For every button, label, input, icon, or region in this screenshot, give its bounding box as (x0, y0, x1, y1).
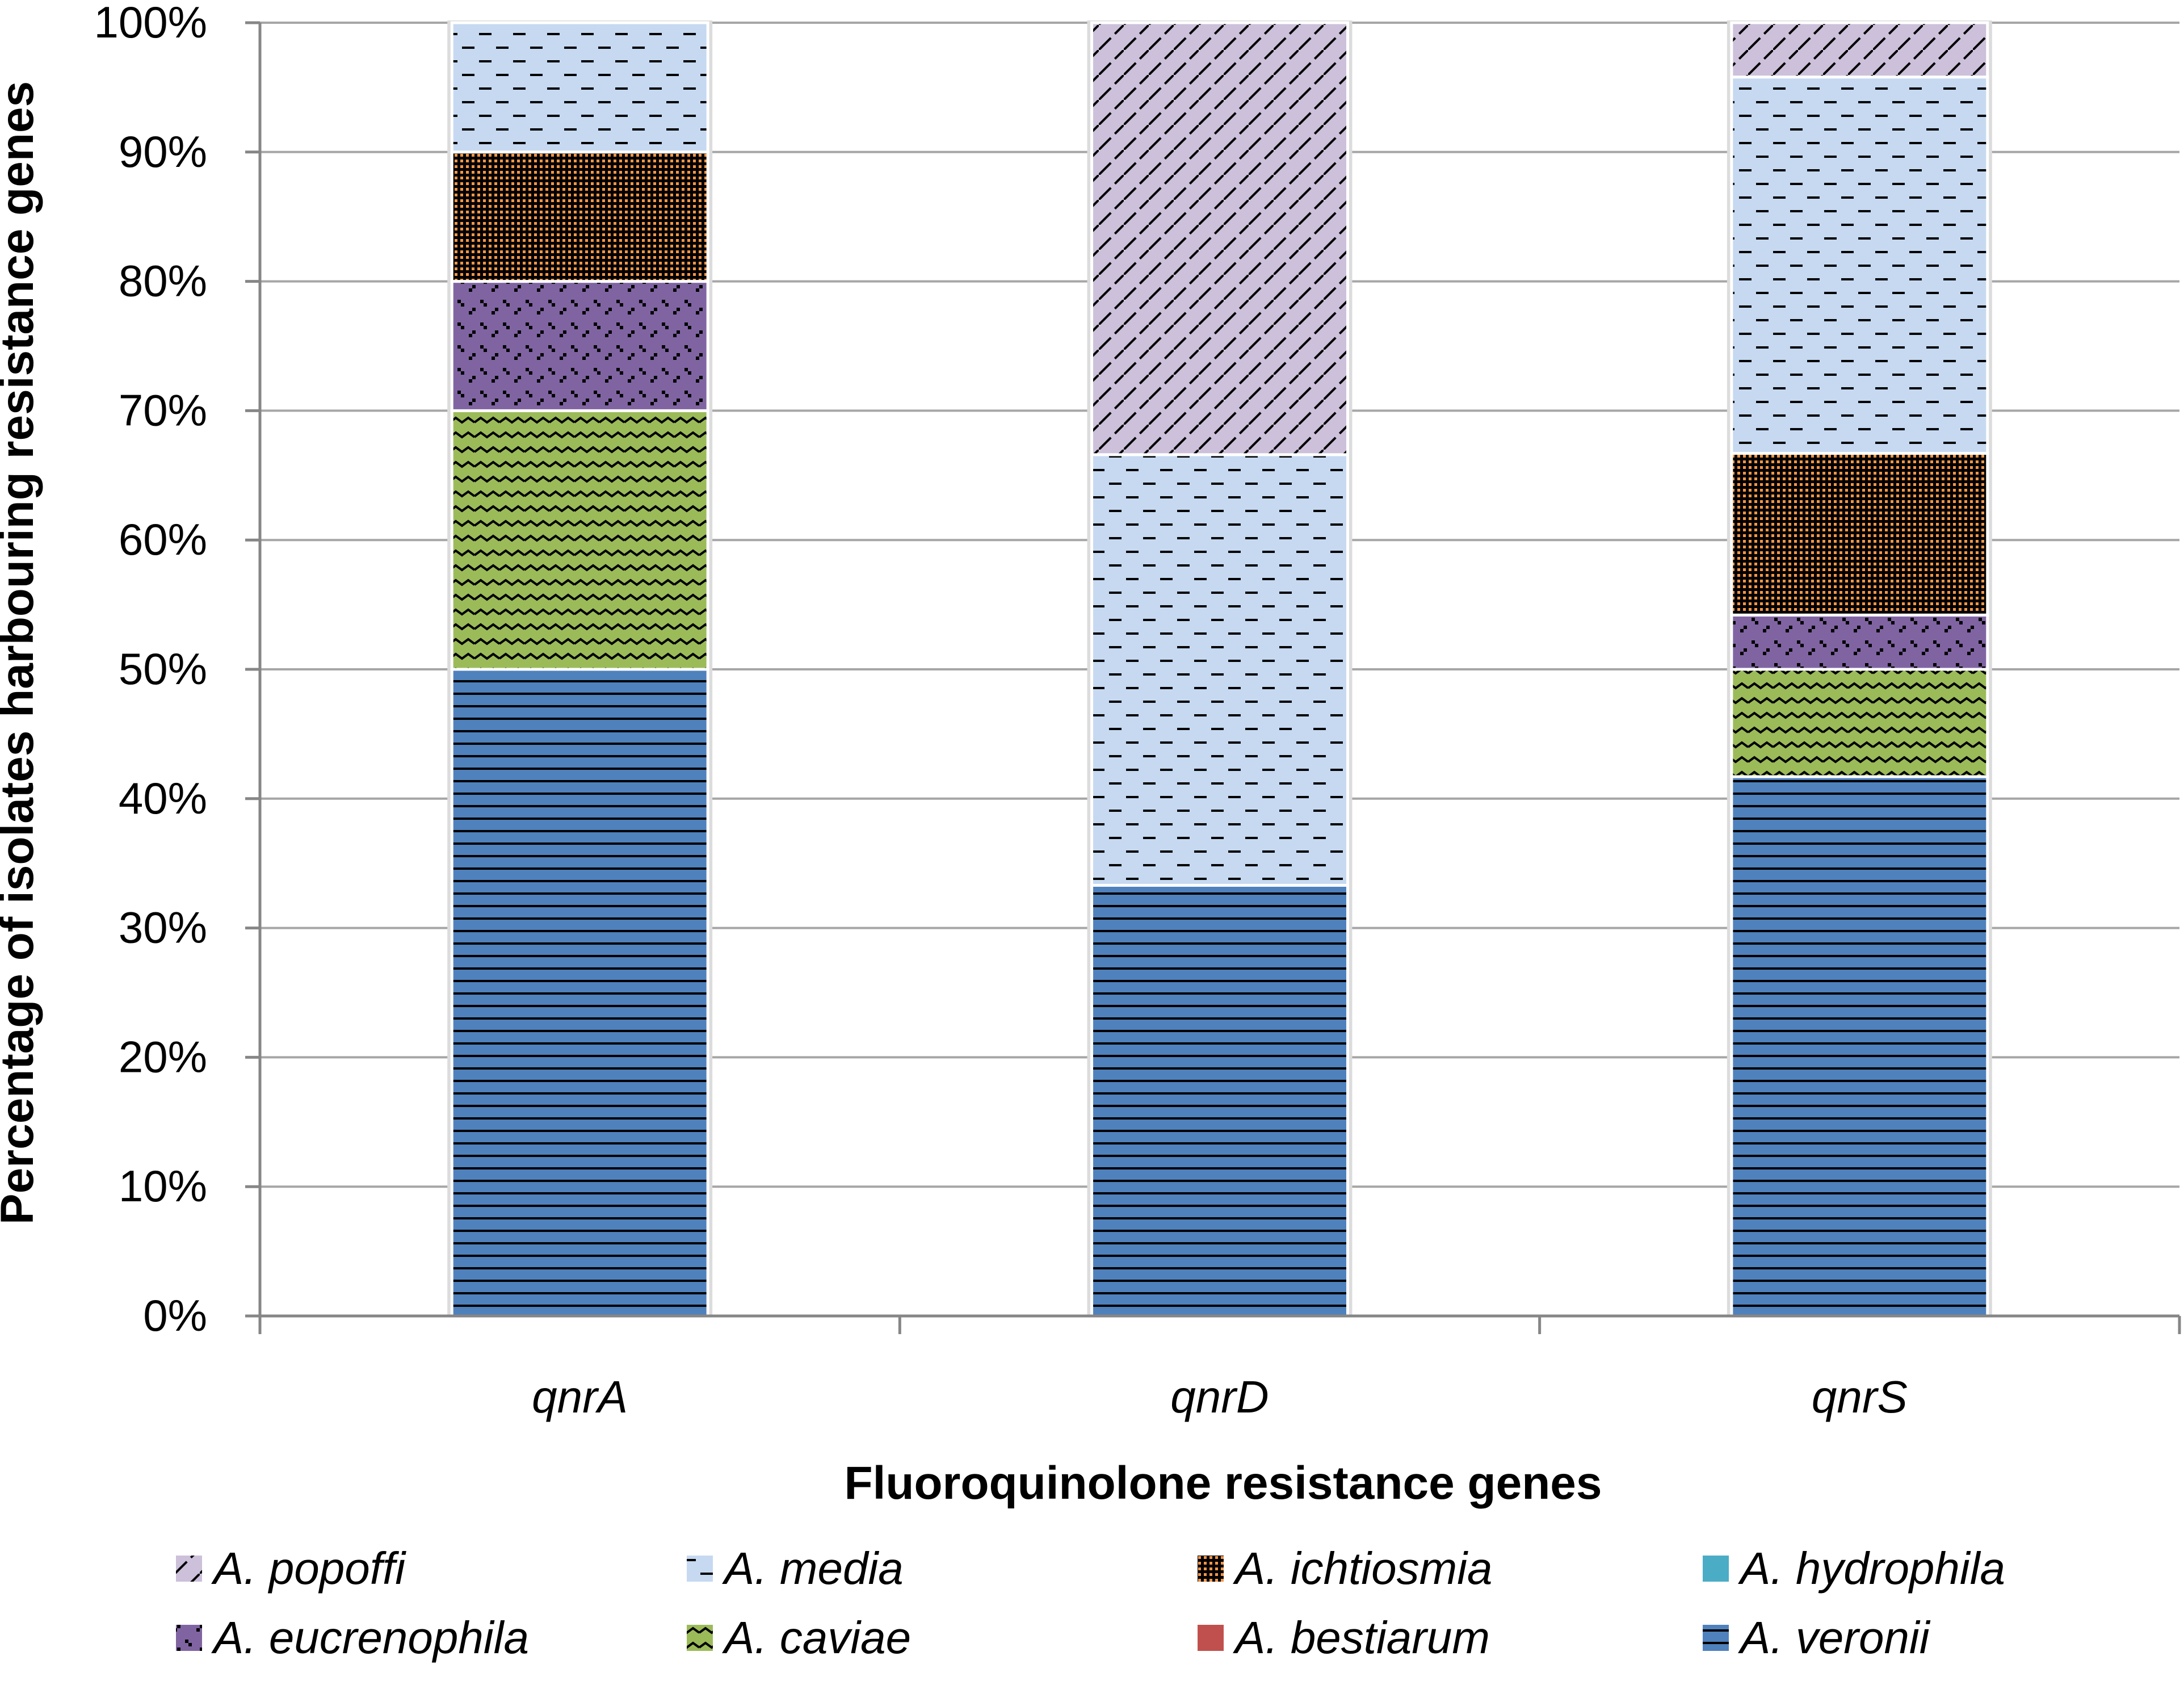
bar-segment (450, 150, 709, 283)
y-tick-label: 0% (143, 1290, 207, 1340)
y-tick-label: 40% (119, 773, 207, 823)
legend-swatch (1198, 1625, 1224, 1651)
bar-segment (1730, 668, 1989, 778)
x-tick-label: qnrS (1812, 1372, 1908, 1422)
legend-swatch (176, 1625, 202, 1651)
legend-swatch (687, 1625, 713, 1651)
legend-label: A. bestiarum (1233, 1612, 1490, 1663)
y-tick-label: 10% (119, 1161, 207, 1211)
bar-segment (1090, 21, 1349, 456)
bar-segment (450, 280, 709, 412)
legend-label: A. veronii (1738, 1612, 1931, 1663)
y-tick-label: 20% (119, 1032, 207, 1081)
legend-swatch (687, 1556, 713, 1582)
legend-label: A. popoffi (211, 1543, 406, 1594)
legend: A. popoffi A. media A. ichtiosmia A. hydrop… (176, 1543, 2005, 1663)
bars (447, 20, 1992, 1318)
y-axis-label: Percentage of isolates harbouring resist… (0, 81, 43, 1225)
y-tick-label: 60% (119, 514, 207, 564)
legend-swatch (1703, 1556, 1729, 1582)
bar-segment (1090, 453, 1349, 887)
x-tick-label: qnrD (1170, 1372, 1269, 1422)
legend-swatch (1703, 1625, 1729, 1651)
bar-segment (1730, 21, 1989, 79)
bar-segment (1730, 613, 1989, 671)
bar-segment (450, 409, 709, 671)
axes (245, 21, 2181, 1334)
bar-segment (1090, 883, 1349, 1318)
y-tick-label: 30% (119, 903, 207, 953)
legend-label: A. media (722, 1543, 904, 1594)
legend-swatch (176, 1556, 202, 1582)
tick-labels: 0% 10% 20% 30% 40% 50% 60% 70% 80% 90% 100% qnrA qnr… (94, 0, 1908, 1422)
bar-segment (1730, 76, 1989, 455)
legend-label: A. ichtiosmia (1233, 1543, 1492, 1594)
y-tick-label: 100% (94, 0, 208, 47)
legend-label: A. caviae (722, 1612, 911, 1663)
bar-segment (450, 21, 709, 154)
x-tick-label: qnrA (532, 1372, 628, 1422)
y-tick-label: 80% (119, 256, 207, 306)
y-tick-label: 50% (119, 644, 207, 694)
bar-segment (1730, 452, 1989, 617)
x-axis-label: Fluoroquinolone resistance genes (844, 1457, 1602, 1509)
y-tick-label: 90% (119, 127, 207, 177)
bar-segment (450, 668, 709, 1318)
bar-segment (1730, 775, 1989, 1318)
y-tick-label: 70% (119, 385, 207, 435)
legend-label: A. hydrophila (1738, 1543, 2005, 1594)
legend-label: A. eucrenophila (211, 1612, 529, 1663)
legend-swatch (1198, 1556, 1224, 1582)
